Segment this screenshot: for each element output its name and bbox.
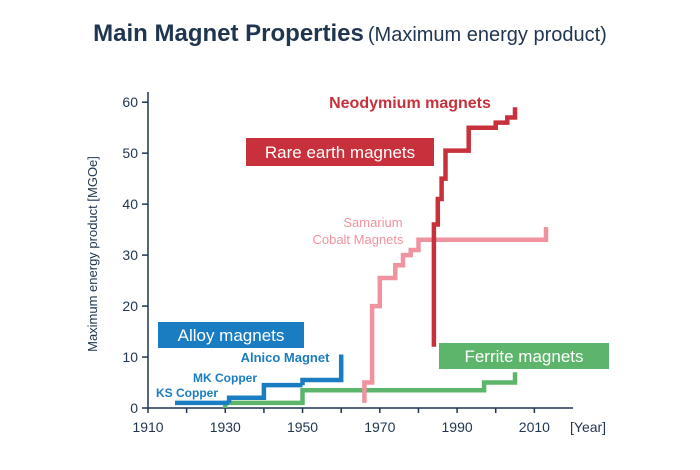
series-label-neodymium: Neodymium magnets [329, 95, 491, 112]
x-tick-label: 1970 [364, 419, 395, 435]
group-label-rare-earth: Rare earth magnets [246, 138, 434, 166]
x-tick-label: 1950 [287, 419, 318, 435]
chart-title: Main Magnet Properties [93, 20, 364, 47]
series-label-alnico: Alnico Magnet [241, 350, 331, 365]
y-tick-label: 60 [122, 94, 138, 110]
group-label-ferrite-text: Ferrite magnets [464, 347, 583, 366]
series-line-neodymium [431, 107, 518, 347]
x-tick-label: 1990 [442, 419, 473, 435]
y-tick-label: 50 [122, 145, 138, 161]
group-label-rare-earth-text: Rare earth magnets [265, 143, 415, 162]
series-line-mk [226, 382, 303, 403]
series-label-mk-copper: MK Copper [193, 371, 257, 385]
y-tick-label: 20 [122, 298, 138, 314]
group-label-ferrite: Ferrite magnets [439, 343, 609, 369]
chart-title-block: Main Magnet Properties (Maximum energy pr… [0, 20, 700, 48]
y-tick-label: 10 [122, 349, 138, 365]
x-tick-label: 1930 [210, 419, 241, 435]
x-axis-label: [Year] [570, 419, 606, 435]
series-label-samarium-line2: Cobalt Magnets [312, 232, 404, 247]
series-line-ferrite [223, 372, 518, 408]
y-tick-label: 40 [122, 196, 138, 212]
series-layer [175, 107, 549, 408]
group-label-rare-earth-box [246, 138, 434, 166]
y-axis-label: Maximum energy product [MGOe] [85, 156, 100, 352]
series-line-alnico [300, 354, 344, 386]
axes: 0 10 20 30 40 50 60 1910 1930 1950 1970 1990 2010 [122, 92, 573, 435]
x-tick-label: 2010 [519, 419, 550, 435]
y-tick-label: 0 [130, 400, 138, 416]
group-label-alloy-box [158, 322, 304, 348]
group-label-ferrite-box [439, 343, 609, 369]
label-layer: Maximum energy product [MGOe] [Year] All… [85, 95, 609, 435]
series-line-samarium [362, 227, 549, 403]
group-label-alloy: Alloy magnets [158, 322, 304, 348]
x-tick-label: 1910 [132, 419, 163, 435]
series-label-samarium-line1: Samarium [343, 215, 402, 230]
series-label-ks-copper: KS Copper [156, 386, 218, 400]
chart-subtitle: (Maximum energy product) [367, 24, 607, 46]
group-label-alloy-text: Alloy magnets [178, 326, 285, 345]
y-tick-label: 30 [122, 247, 138, 263]
